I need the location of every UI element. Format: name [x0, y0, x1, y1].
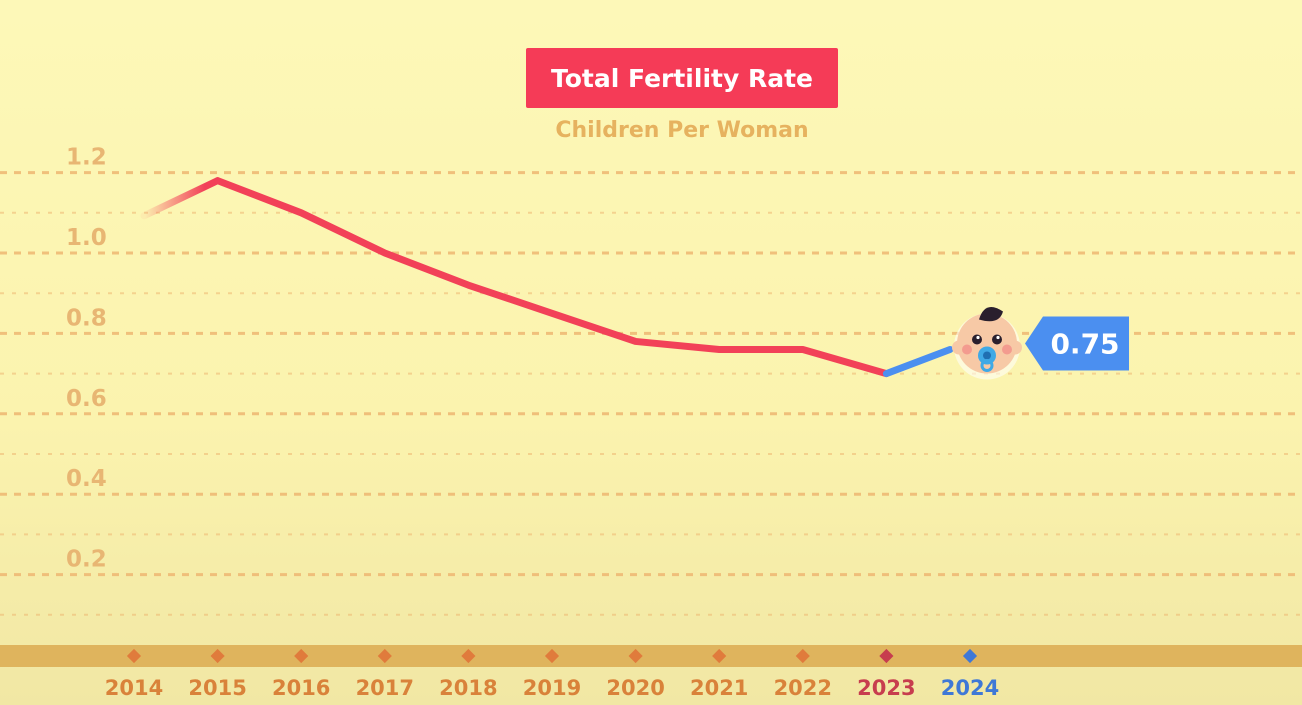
- x-axis-marker: [879, 648, 894, 664]
- series-line-fade-segment: [140, 177, 222, 220]
- x-tick-label: 2023: [857, 676, 915, 700]
- series-line-latest-segment: [882, 346, 954, 378]
- series-line: [214, 177, 890, 378]
- x-axis-marker: [126, 648, 142, 664]
- x-axis-marker: [210, 648, 225, 664]
- y-tick-label: 0.2: [66, 547, 107, 573]
- y-tick-label: 1.0: [66, 225, 107, 251]
- x-tick-label: 2018: [439, 676, 497, 700]
- x-axis-marker: [795, 648, 810, 664]
- latest-value-callout: 0.75: [1025, 316, 1129, 371]
- x-axis-marker: [294, 648, 309, 664]
- x-tick-label: 2020: [606, 676, 664, 700]
- y-tick-label: 1.2: [66, 145, 107, 171]
- x-axis-band: [0, 645, 1302, 667]
- x-tick-label: 2022: [774, 676, 832, 700]
- x-tick-label: 2015: [188, 676, 246, 700]
- x-tick-label: 2019: [523, 676, 581, 700]
- x-axis-marker: [712, 648, 727, 664]
- x-axis-marker: [962, 648, 978, 664]
- chart-title: Total Fertility Rate: [526, 48, 838, 108]
- y-tick-label: 0.6: [66, 386, 107, 412]
- chart-subtitle: Children Per Woman: [555, 118, 809, 143]
- x-tick-label: 2016: [272, 676, 330, 700]
- latest-value-label: 0.75: [1050, 328, 1119, 361]
- y-tick-label: 0.4: [66, 466, 107, 492]
- y-tick-label: 0.8: [66, 305, 107, 331]
- x-tick-label: 2017: [356, 676, 414, 700]
- x-axis-marker: [628, 648, 643, 664]
- x-tick-label: 2021: [690, 676, 748, 700]
- x-tick-label: 2024: [941, 676, 999, 700]
- baby-face-icon: [952, 307, 1022, 380]
- x-axis-marker: [461, 648, 476, 664]
- x-axis-marker: [377, 648, 392, 664]
- x-axis-marker: [544, 648, 560, 664]
- x-tick-label: 2014: [105, 676, 163, 700]
